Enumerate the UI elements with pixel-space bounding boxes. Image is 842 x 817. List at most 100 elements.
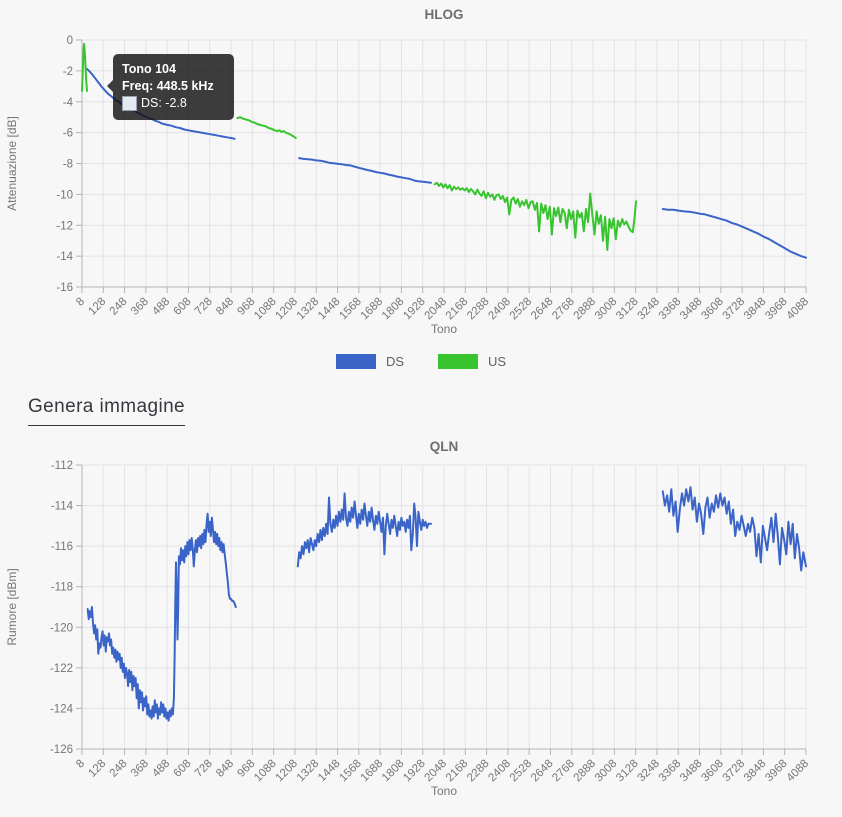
svg-text:3968: 3968 (763, 758, 790, 785)
svg-text:3368: 3368 (657, 296, 684, 323)
svg-text:-6: -6 (63, 128, 73, 140)
svg-text:488: 488 (150, 296, 172, 318)
svg-text:1448: 1448 (316, 758, 343, 785)
svg-text:3008: 3008 (593, 296, 620, 323)
svg-text:-122: -122 (50, 663, 73, 675)
svg-text:1208: 1208 (273, 296, 300, 323)
qln-qln-line-1 (296, 492, 432, 568)
svg-text:2648: 2648 (529, 758, 556, 785)
svg-text:1808: 1808 (380, 758, 407, 785)
qln-chart-section: 8 128 248 368 488 608 728 848 968 1088 1208 1328 144… (0, 438, 842, 806)
svg-text:1928: 1928 (401, 758, 428, 785)
us-swatch-icon (438, 353, 478, 369)
svg-text:-4: -4 (63, 97, 74, 109)
svg-text:-14: -14 (56, 251, 73, 263)
svg-text:4088: 4088 (785, 758, 812, 785)
svg-text:8: 8 (74, 296, 87, 309)
svg-text:2888: 2888 (572, 758, 599, 785)
svg-text:3848: 3848 (742, 758, 769, 785)
svg-text:3968: 3968 (763, 296, 790, 323)
hlog-ds-line-2 (661, 208, 807, 259)
svg-text:728: 728 (193, 758, 215, 780)
svg-text:2048: 2048 (423, 296, 450, 323)
svg-text:2168: 2168 (444, 758, 471, 785)
hlog-legend: DS US (0, 352, 842, 370)
svg-text:2408: 2408 (486, 758, 513, 785)
svg-text:2528: 2528 (508, 296, 535, 323)
svg-text:-124: -124 (50, 703, 74, 715)
svg-text:1688: 1688 (359, 758, 386, 785)
svg-text:1448: 1448 (316, 296, 343, 323)
svg-text:3728: 3728 (721, 758, 748, 785)
svg-text:848: 848 (214, 758, 236, 780)
svg-text:2168: 2168 (444, 296, 471, 323)
qln-chart[interactable]: 8 128 248 368 488 608 728 848 968108812081328144… (0, 438, 842, 806)
svg-text:3128: 3128 (614, 758, 641, 785)
hlog-us-line-1 (236, 116, 297, 139)
svg-text:3848: 3848 (742, 296, 769, 323)
svg-text:3248: 3248 (635, 296, 662, 323)
svg-text:608: 608 (172, 296, 194, 318)
svg-text:-12: -12 (56, 220, 73, 232)
svg-text:1928: 1928 (401, 296, 428, 323)
svg-text:128: 128 (86, 296, 108, 318)
hlog-us-line-2 (433, 181, 637, 251)
svg-text:3728: 3728 (721, 296, 748, 323)
qln-y-axis-title: Rumore [dBm] (5, 568, 19, 645)
svg-text:2648: 2648 (529, 296, 556, 323)
svg-text:-114: -114 (51, 501, 74, 513)
qln-grid: 8 128 248 368 488 608 728 848 968108812081328144… (50, 460, 811, 784)
svg-text:1568: 1568 (337, 758, 364, 785)
svg-text:3248: 3248 (635, 758, 662, 785)
genera-immagine-row: Genera immagine (28, 396, 842, 426)
svg-text:128: 128 (86, 758, 108, 780)
svg-text:1568: 1568 (337, 296, 364, 323)
hlog-ds-line-1 (298, 157, 432, 184)
legend-item-ds[interactable]: DS (335, 353, 404, 369)
svg-text:2768: 2768 (550, 758, 577, 785)
hlog-chart[interactable]: 8 128 248 368 488 608 728 848 968108812081328144… (0, 0, 842, 346)
svg-text:368: 368 (129, 758, 151, 780)
svg-text:368: 368 (129, 296, 151, 318)
hlog-y-axis-title: Attenuazione [dB] (5, 116, 19, 211)
qln-qln-line-2 (661, 486, 807, 572)
svg-text:2288: 2288 (465, 296, 492, 323)
svg-text:-10: -10 (56, 189, 73, 201)
svg-text:-120: -120 (50, 622, 73, 634)
svg-text:2528: 2528 (508, 758, 535, 785)
svg-text:3608: 3608 (699, 296, 726, 323)
svg-text:2888: 2888 (572, 296, 599, 323)
svg-text:2768: 2768 (550, 296, 577, 323)
qln-x-axis-title: Tono (431, 784, 457, 798)
hlog-grid: 8 128 248 368 488 608 728 848 968108812081328144… (56, 35, 811, 322)
svg-text:4088: 4088 (785, 296, 812, 323)
legend-item-us[interactable]: US (438, 353, 507, 369)
hlog-ds-line-0 (85, 67, 236, 140)
svg-text:728: 728 (193, 296, 215, 318)
svg-text:248: 248 (108, 758, 130, 780)
svg-text:1808: 1808 (380, 296, 407, 323)
svg-text:-116: -116 (51, 541, 73, 553)
svg-text:2048: 2048 (423, 758, 450, 785)
svg-text:3608: 3608 (699, 758, 726, 785)
svg-text:608: 608 (172, 758, 194, 780)
svg-text:1088: 1088 (252, 296, 279, 323)
hlog-x-axis-title: Tono (431, 322, 457, 336)
svg-text:3488: 3488 (678, 296, 705, 323)
svg-text:3128: 3128 (614, 296, 641, 323)
genera-immagine-link[interactable]: Genera immagine (28, 396, 186, 426)
legend-label-ds: DS (385, 353, 404, 369)
qln-title: QLN (430, 439, 459, 454)
svg-text:248: 248 (108, 296, 130, 318)
svg-text:-16: -16 (56, 282, 73, 294)
svg-text:-126: -126 (50, 744, 73, 756)
svg-text:-8: -8 (63, 159, 73, 171)
svg-text:1208: 1208 (273, 758, 300, 785)
svg-text:3008: 3008 (593, 758, 620, 785)
hlog-chart-section: 8 128 248 368 488 608 728 848 968 1088 1208 1328 144… (0, 0, 842, 370)
svg-text:1688: 1688 (359, 296, 386, 323)
svg-text:848: 848 (214, 296, 236, 318)
legend-label-us: US (488, 353, 507, 369)
svg-text:1328: 1328 (295, 296, 322, 323)
svg-text:3488: 3488 (678, 758, 705, 785)
